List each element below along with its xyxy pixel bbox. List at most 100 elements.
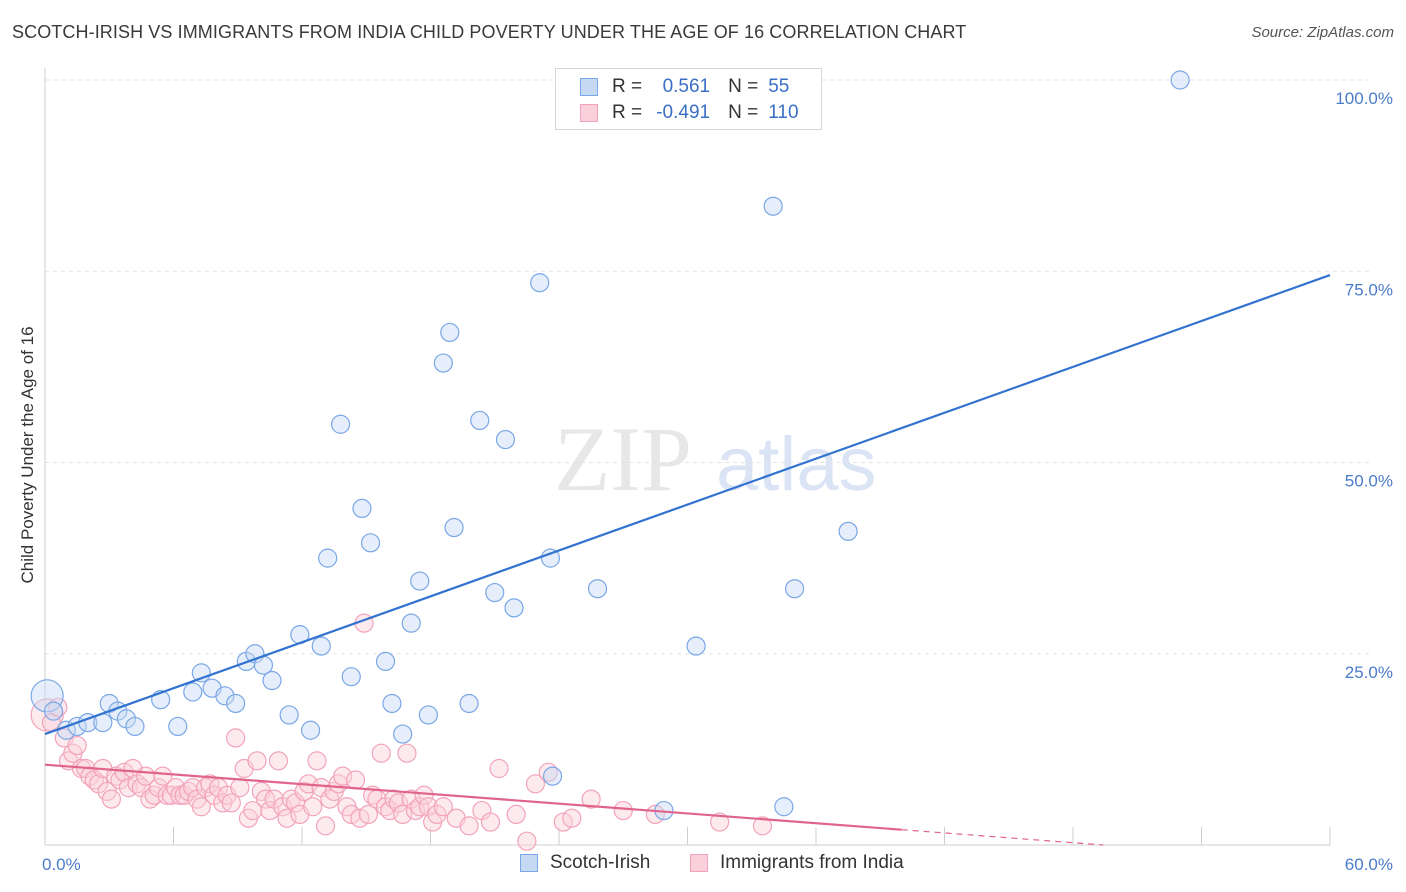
data-point xyxy=(433,797,453,817)
data-point xyxy=(485,582,505,603)
data-point xyxy=(763,196,783,216)
data-point xyxy=(752,816,773,836)
legend-item-scotch-irish: Scotch-Irish xyxy=(520,852,650,874)
data-point xyxy=(277,808,297,828)
data-point xyxy=(540,548,561,568)
grid xyxy=(45,79,1370,655)
legend-row-scotch-irish: R = 0.561 N = 55 xyxy=(580,74,789,100)
data-point xyxy=(489,758,509,779)
data-point xyxy=(440,322,460,343)
legend-n-label: N = xyxy=(728,102,759,123)
chart-title: SCOTCH-IRISH VS IMMIGRANTS FROM INDIA CH… xyxy=(12,22,967,42)
legend-label-india: Immigrants from India xyxy=(720,852,904,873)
data-point xyxy=(330,414,351,434)
legend-swatch-blue xyxy=(580,78,598,96)
legend-n-value: 110 xyxy=(768,102,799,123)
data-point xyxy=(418,705,438,725)
data-point xyxy=(470,410,490,431)
data-point xyxy=(358,804,378,825)
data-point xyxy=(401,613,421,633)
data-point xyxy=(710,812,730,832)
legend-item-india: Immigrants from India xyxy=(690,852,904,874)
legend-r-label: R = xyxy=(612,102,643,123)
data-point xyxy=(504,598,524,618)
series-immigrants-from-india xyxy=(30,613,773,851)
data-point xyxy=(542,766,563,786)
y-tick-label: 50.0% xyxy=(1345,472,1393,491)
data-point xyxy=(444,517,464,538)
data-point xyxy=(341,667,361,687)
x-tick-label-min: 0.0% xyxy=(42,855,81,874)
data-point xyxy=(562,808,582,828)
data-point xyxy=(300,720,321,740)
legend-n-label: N = xyxy=(728,76,759,97)
legend-r-value: 0.561 xyxy=(662,76,711,97)
stats-legend: R = 0.561 N = 55 R = -0.491 N = 110 xyxy=(555,68,822,130)
data-point xyxy=(268,751,289,771)
data-point xyxy=(360,533,381,553)
data-point xyxy=(1170,70,1190,90)
data-point xyxy=(410,571,430,591)
data-point xyxy=(459,816,479,836)
data-point xyxy=(311,636,331,656)
data-point xyxy=(495,429,516,450)
watermark: ZIP atlas xyxy=(554,408,877,510)
trend-lines xyxy=(44,274,1331,846)
data-point xyxy=(191,797,211,817)
legend-swatch-pink xyxy=(690,854,708,872)
data-point xyxy=(433,353,453,373)
watermark-zip: ZIP xyxy=(554,408,692,510)
y-tick-label: 75.0% xyxy=(1345,280,1393,299)
legend-row-india: R = -0.491 N = 110 xyxy=(580,100,799,126)
y-tick-label: 25.0% xyxy=(1345,663,1393,682)
source-label: Source: ZipAtlas.com xyxy=(1251,24,1394,41)
data-point xyxy=(279,705,299,725)
data-point xyxy=(153,766,173,786)
data-point xyxy=(315,816,336,836)
data-point xyxy=(784,579,805,599)
trend-line-india xyxy=(44,763,902,831)
data-point xyxy=(393,804,413,825)
data-point xyxy=(168,716,188,737)
data-point xyxy=(371,743,391,763)
data-point xyxy=(30,679,64,713)
series-legend: Scotch-Irish Immigrants from India xyxy=(0,852,1406,878)
data-point xyxy=(388,793,408,813)
data-point xyxy=(393,724,413,744)
data-point xyxy=(260,800,280,821)
data-point xyxy=(318,548,338,568)
data-point xyxy=(125,716,145,737)
data-point xyxy=(397,743,417,763)
data-point xyxy=(459,693,479,714)
data-point xyxy=(101,789,121,809)
data-point xyxy=(375,651,396,672)
data-point xyxy=(587,579,608,599)
trend-line-scotch-irish xyxy=(44,274,1331,736)
series-scotch-irish xyxy=(30,70,1190,821)
trend-line-india-extension xyxy=(901,829,1104,846)
data-point xyxy=(226,728,246,748)
data-point xyxy=(838,521,858,541)
data-point xyxy=(226,693,246,714)
data-point xyxy=(215,686,235,706)
data-point xyxy=(530,273,550,293)
data-point xyxy=(525,774,546,794)
legend-r-label: R = xyxy=(612,76,643,97)
data-point xyxy=(67,735,87,756)
watermark-atlas: atlas xyxy=(716,422,877,507)
data-point xyxy=(230,778,250,798)
data-point xyxy=(517,831,537,851)
data-point xyxy=(307,751,327,771)
data-point xyxy=(686,636,706,656)
data-point xyxy=(581,789,601,809)
data-point xyxy=(333,766,353,786)
y-tick-label: 100.0% xyxy=(1335,89,1393,108)
legend-swatch-blue xyxy=(520,854,538,872)
data-point xyxy=(774,797,794,817)
data-point xyxy=(414,785,434,805)
data-point xyxy=(427,804,447,825)
data-point xyxy=(480,812,501,832)
data-point xyxy=(352,498,372,518)
data-point xyxy=(345,770,366,790)
